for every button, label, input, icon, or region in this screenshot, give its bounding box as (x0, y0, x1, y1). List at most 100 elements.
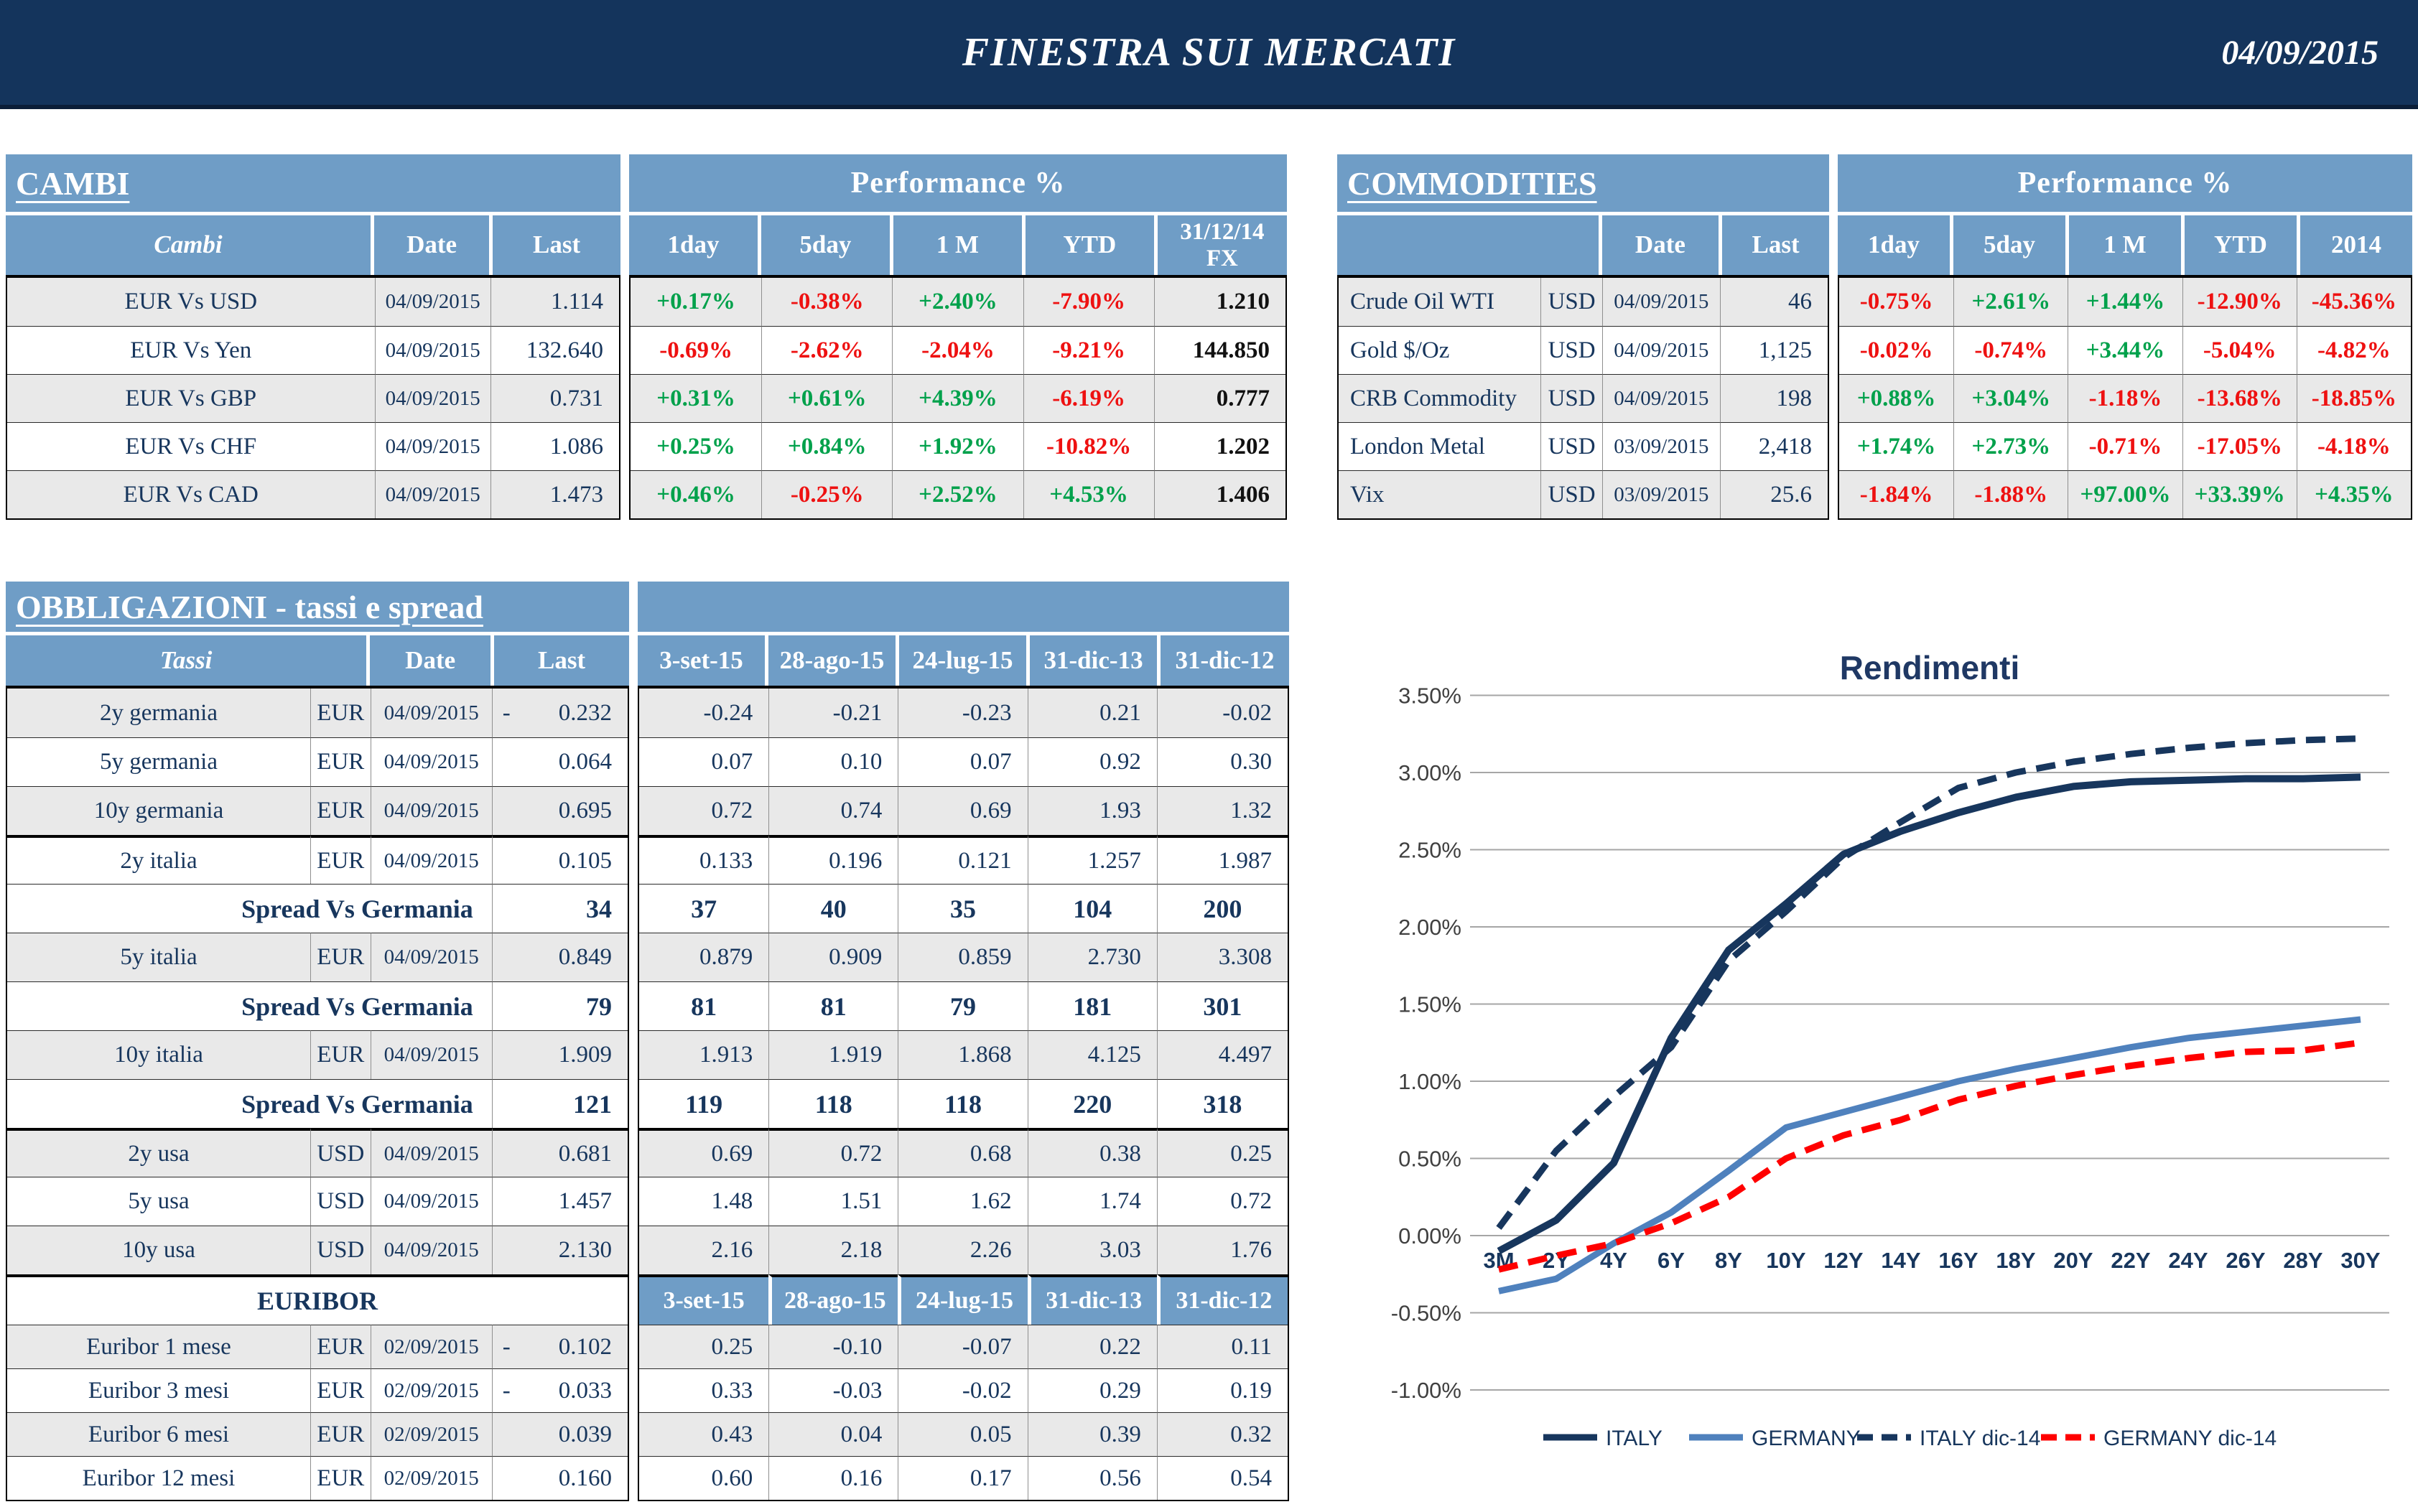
currency-cell: USD (310, 1177, 371, 1226)
value-cell: 0.10 (768, 737, 898, 786)
euribor-name-cell: Euribor 3 mesi (7, 1368, 310, 1412)
table-row: +0.17% -0.38% +2.40% -7.90% 1.210 (631, 278, 1285, 326)
y-axis-label: 2.00% (1398, 915, 1461, 940)
last-cell: 198 (1719, 374, 1828, 422)
table-row: +1.74% +2.73% -0.71% -17.05% -4.18% (1839, 422, 2412, 470)
x-axis-label: 26Y (2226, 1248, 2265, 1273)
table-row: 0.07 0.10 0.07 0.92 0.30 (639, 737, 1288, 786)
fx-ref-cell: 1.406 (1153, 470, 1286, 518)
value-cell: 0.133 (639, 835, 769, 884)
spread-value-cell: 220 (1027, 1079, 1157, 1128)
table-row: 0.25 -0.10 -0.07 0.22 0.11 (639, 1325, 1288, 1368)
value-cell: 0.04 (768, 1412, 898, 1456)
perf-cell: -5.04% (2182, 326, 2297, 374)
perf-cell: +33.39% (2182, 470, 2297, 518)
col-header-perf: 1 M (893, 215, 1022, 275)
date-cell: 03/09/2015 (1601, 470, 1720, 518)
report-date: 04/09/2015 (2221, 33, 2379, 72)
perf-cell: +0.84% (761, 422, 893, 470)
perf-cell: +4.53% (1023, 470, 1154, 518)
value-cell: -0.10 (768, 1325, 898, 1368)
spread-value-cell: 200 (1156, 884, 1288, 933)
value-cell: 2.26 (898, 1226, 1028, 1274)
perf-cell: -0.02% (1839, 326, 1954, 374)
perf-cell: +0.88% (1839, 374, 1954, 422)
date-cell: 04/09/2015 (374, 326, 490, 374)
last-cell: - 0.102 (491, 1325, 628, 1368)
value-cell: 0.38 (1027, 1128, 1157, 1177)
table-row: EUR Vs CAD 04/09/2015 1.473 (7, 470, 619, 518)
value-cell: 0.22 (1027, 1325, 1157, 1368)
report-title: FINESTRA SUI MERCATI (962, 30, 1456, 75)
bonds-right: 3-set-15 28-ago-15 24-lug-15 31-dic-13 31-di… (638, 582, 1290, 1501)
date-cell: 04/09/2015 (370, 835, 492, 884)
value-cell: 1.93 (1027, 786, 1157, 835)
table-row: 2y usa USD 04/09/2015 0.681 (7, 1128, 628, 1177)
spread-value-cell: 181 (1027, 981, 1157, 1030)
table-row: 81 81 79 181 301 (639, 981, 1288, 1030)
table-row: 5y italia EUR 04/09/2015 0.849 (7, 933, 628, 981)
euribor-header-cell: EURIBOR (7, 1274, 628, 1325)
col-header-perf: 31/12/14 FX (1157, 215, 1288, 275)
value-cell: 0.07 (898, 737, 1028, 786)
perf-cell: -6.19% (1023, 374, 1154, 422)
value-cell: 0.69 (898, 786, 1028, 835)
fx-pair-cell: EUR Vs GBP (7, 374, 375, 422)
value-cell: 1.74 (1027, 1177, 1157, 1226)
perf-cell: +2.52% (892, 470, 1023, 518)
date-cell: 04/09/2015 (374, 470, 490, 518)
spread-value-cell: 118 (898, 1079, 1028, 1128)
value-cell: 0.121 (898, 835, 1028, 884)
value-cell: 0.30 (1156, 737, 1288, 786)
legend-label: ITALY (1606, 1427, 1663, 1450)
table-row: CRB Commodity USD 04/09/2015 198 (1339, 374, 1828, 422)
date-cell: 04/09/2015 (370, 1177, 492, 1226)
commodities-left-body: Crude Oil WTI USD 04/09/2015 46 Gold $/Oz USD… (1337, 275, 1829, 520)
table-row: Spread Vs Germania 79 (7, 981, 628, 1030)
currency-cell: EUR (310, 1368, 371, 1412)
cambi-left-body: EUR Vs USD 04/09/2015 1.114 EUR Vs Yen 04/09… (6, 275, 620, 520)
table-row: -0.02% -0.74% +3.44% -5.04% -4.82% (1839, 326, 2412, 374)
spread-label-cell: Spread Vs Germania (7, 1079, 492, 1128)
y-axis-label: 3.00% (1398, 760, 1461, 785)
perf-cell: +0.31% (631, 374, 762, 422)
perf-cell: -45.36% (2296, 278, 2411, 326)
date-cell: 02/09/2015 (370, 1368, 492, 1412)
col-header-date-col: 24-lug-15 (899, 635, 1027, 686)
commodities-left: COMMODITIES Date Last Crude Oil WTI USD 04/09… (1337, 154, 1829, 520)
perf-cell: +1.44% (2068, 278, 2182, 326)
col-header-perf: YTD (1025, 215, 1154, 275)
last-cell: 0.695 (491, 786, 628, 835)
value-cell: 0.43 (639, 1412, 769, 1456)
value-cell: -0.03 (768, 1368, 898, 1412)
euribor-date-header-row: 3-set-15 28-ago-15 24-lug-15 31-dic-13 31-di… (639, 1274, 1288, 1325)
fx-ref-cell: 0.777 (1153, 374, 1286, 422)
value-cell: 0.07 (639, 737, 769, 786)
perf-cell: +2.61% (1953, 278, 2068, 326)
col-header-perf: 2014 (2300, 215, 2412, 275)
euribor-name-cell: Euribor 1 mese (7, 1325, 310, 1368)
bond-name-cell: 10y usa (7, 1226, 310, 1274)
value-cell: 0.16 (768, 1456, 898, 1500)
bonds-title-spacer (638, 582, 1289, 632)
col-header-tassi: Tassi (6, 635, 367, 686)
table-row: 0.72 0.74 0.69 1.93 1.32 (639, 786, 1288, 835)
spread-value-cell: 119 (639, 1079, 769, 1128)
value-cell: 0.17 (898, 1456, 1028, 1500)
value-cell: 0.909 (768, 933, 898, 981)
table-row: 10y germania EUR 04/09/2015 0.695 (7, 786, 628, 835)
value-cell: 1.48 (639, 1177, 769, 1226)
col-header-date-col: 3-set-15 (639, 1274, 769, 1325)
table-row: -0.75% +2.61% +1.44% -12.90% -45.36% (1839, 278, 2411, 326)
currency-cell: USD (1540, 278, 1601, 326)
value-cell: 0.11 (1156, 1325, 1288, 1368)
performance-header: Performance % (629, 154, 1287, 212)
date-cell: 04/09/2015 (374, 374, 490, 422)
date-cell: 02/09/2015 (370, 1412, 492, 1456)
value-cell: 0.25 (1156, 1128, 1288, 1177)
table-row: 0.43 0.04 0.05 0.39 0.32 (639, 1412, 1288, 1456)
value-cell: -0.23 (898, 689, 1027, 737)
perf-cell: -0.69% (631, 326, 762, 374)
last-cell: 1.473 (490, 470, 619, 518)
table-row: Euribor 3 mesi EUR 02/09/2015- 0.033 (7, 1368, 628, 1412)
